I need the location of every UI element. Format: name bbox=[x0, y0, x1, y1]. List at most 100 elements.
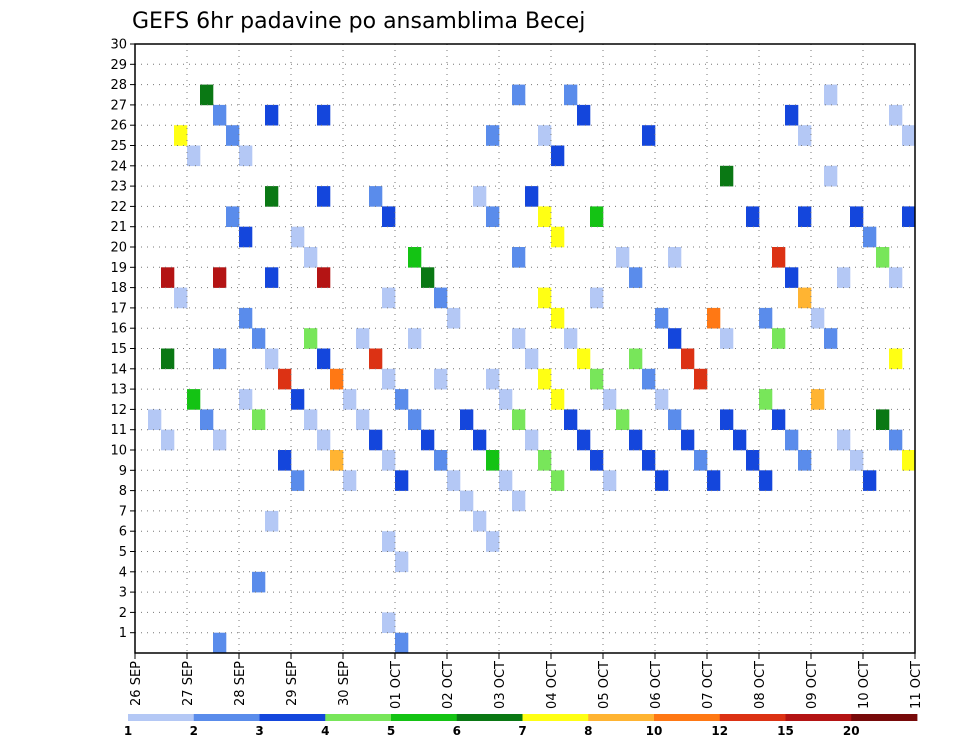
y-tick-label: 26 bbox=[110, 119, 127, 134]
heatmap-cells bbox=[148, 84, 916, 654]
heatmap-cell bbox=[369, 429, 383, 451]
heatmap-cell bbox=[590, 368, 604, 390]
heatmap-cell bbox=[551, 145, 565, 167]
heatmap-cell bbox=[317, 186, 331, 207]
heatmap-cell bbox=[252, 328, 266, 349]
heatmap-cell bbox=[538, 125, 552, 146]
heatmap-cell bbox=[824, 84, 838, 106]
heatmap-cell bbox=[317, 429, 331, 451]
heatmap-cell bbox=[460, 490, 474, 512]
heatmap-cell bbox=[577, 429, 591, 451]
heatmap-cell bbox=[408, 247, 422, 268]
heatmap-cell bbox=[304, 328, 318, 349]
heatmap-cell bbox=[889, 429, 903, 451]
heatmap-cell bbox=[304, 409, 318, 430]
heatmap-cell bbox=[720, 328, 734, 349]
heatmap-cell bbox=[161, 429, 175, 451]
heatmap-cell bbox=[239, 145, 253, 167]
y-tick-label: 25 bbox=[110, 139, 127, 154]
heatmap-cell bbox=[811, 307, 825, 329]
x-tick-label: 05 OCT bbox=[597, 661, 612, 709]
colorbar-swatch bbox=[128, 714, 195, 721]
heatmap-cell bbox=[343, 389, 357, 410]
heatmap-cell bbox=[317, 267, 331, 288]
heatmap-cell bbox=[772, 409, 786, 430]
heatmap-cell bbox=[629, 348, 643, 370]
y-tick-label: 14 bbox=[110, 362, 127, 377]
heatmap-cell bbox=[434, 450, 448, 471]
colorbar-label: 6 bbox=[453, 724, 461, 738]
heatmap-cell bbox=[161, 267, 175, 288]
heatmap-cell bbox=[733, 429, 747, 451]
heatmap-cell bbox=[772, 328, 786, 349]
colorbar-label: 12 bbox=[711, 724, 728, 738]
colorbar-swatch bbox=[259, 714, 326, 721]
x-tick-label: 03 OCT bbox=[493, 661, 508, 709]
heatmap-cell bbox=[447, 307, 461, 329]
heatmap-cell bbox=[590, 450, 604, 471]
heatmap-cell bbox=[330, 368, 344, 390]
heatmap-cell bbox=[421, 267, 435, 288]
colorbar-swatch bbox=[851, 714, 918, 721]
colorbar-label: 8 bbox=[584, 724, 592, 738]
y-tick-label: 3 bbox=[119, 586, 127, 601]
heatmap-cell bbox=[265, 186, 279, 207]
x-tick-label: 28 SEP bbox=[233, 661, 248, 706]
heatmap-cell bbox=[239, 389, 253, 410]
heatmap-cell bbox=[395, 389, 409, 410]
colorbar-label: 7 bbox=[518, 724, 526, 738]
x-tick-label: 10 OCT bbox=[857, 661, 872, 709]
heatmap-cell bbox=[551, 307, 565, 329]
x-tick-label: 07 OCT bbox=[701, 661, 716, 709]
y-tick-label: 13 bbox=[110, 383, 127, 398]
colorbar-swatch bbox=[456, 714, 523, 721]
y-tick-label: 17 bbox=[110, 301, 127, 316]
heatmap-cell bbox=[486, 125, 500, 146]
heatmap-cell bbox=[837, 267, 851, 288]
y-tick-label: 20 bbox=[110, 241, 127, 256]
heatmap-cell bbox=[603, 389, 617, 410]
heatmap-cell bbox=[681, 429, 695, 451]
colorbar-label: 1 bbox=[124, 724, 132, 738]
heatmap-cell bbox=[486, 450, 500, 471]
heatmap-cell bbox=[408, 409, 422, 430]
heatmap-cell bbox=[382, 612, 396, 633]
heatmap-cell bbox=[603, 470, 617, 491]
heatmap-cell bbox=[460, 409, 474, 430]
heatmap-cell bbox=[759, 307, 773, 329]
heatmap-cell bbox=[239, 307, 253, 329]
y-tick-label: 15 bbox=[110, 342, 127, 357]
colorbar-swatch bbox=[522, 714, 589, 721]
heatmap-cell bbox=[811, 389, 825, 410]
heatmap-cell bbox=[369, 348, 383, 370]
y-tick-label: 7 bbox=[119, 504, 127, 519]
heatmap-cell bbox=[304, 247, 318, 268]
y-tick-label: 8 bbox=[119, 484, 127, 499]
heatmap-cell bbox=[642, 125, 656, 146]
y-tick-label: 19 bbox=[110, 261, 127, 276]
heatmap-cell bbox=[330, 450, 344, 471]
y-tick-label: 5 bbox=[119, 545, 127, 560]
colorbar-swatch bbox=[654, 714, 721, 721]
heatmap-cell bbox=[512, 328, 526, 349]
heatmap-cell bbox=[902, 206, 916, 227]
heatmap-cell bbox=[694, 368, 708, 390]
heatmap-cell bbox=[902, 450, 916, 471]
heatmap-cell bbox=[720, 409, 734, 430]
heatmap-cell bbox=[538, 287, 552, 309]
heatmap-cell bbox=[538, 368, 552, 390]
heatmap-cell bbox=[356, 409, 370, 430]
heatmap-cell bbox=[837, 429, 851, 451]
heatmap-cell bbox=[525, 348, 539, 370]
heatmap-cell bbox=[291, 389, 305, 410]
heatmap-cell bbox=[395, 551, 409, 573]
heatmap-cell bbox=[382, 531, 396, 552]
heatmap-cell bbox=[382, 206, 396, 227]
y-tick-label: 6 bbox=[119, 525, 127, 540]
colorbar-label: 10 bbox=[646, 724, 663, 738]
heatmap-cell bbox=[434, 368, 448, 390]
heatmap-cell bbox=[525, 429, 539, 451]
heatmap-cell bbox=[655, 389, 669, 410]
heatmap-cell bbox=[486, 531, 500, 552]
y-tick-label: 22 bbox=[110, 200, 127, 215]
